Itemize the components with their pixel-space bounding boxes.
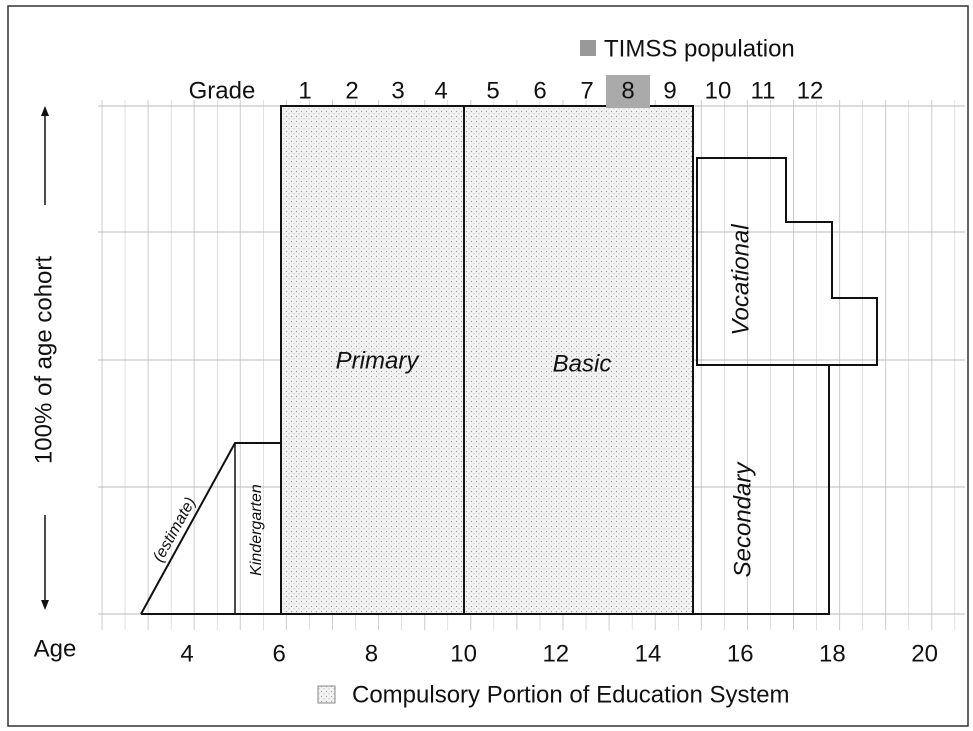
y-axis-label: 100% of age cohort — [30, 256, 57, 464]
age-tick-label: 16 — [727, 640, 754, 667]
grade-tick-label: 6 — [533, 77, 546, 104]
grade-tick-label: 10 — [705, 77, 732, 104]
age-label: Age — [34, 635, 77, 662]
grade-tick-label: 1 — [298, 77, 311, 104]
legend-label: TIMSS population — [604, 35, 795, 62]
compulsory-region — [280, 105, 694, 615]
legend-swatch — [317, 685, 336, 704]
region-label: Kindergarten — [248, 484, 265, 576]
age-tick-label: 14 — [635, 640, 662, 667]
frame — [7, 5, 969, 727]
age-tick-label: 12 — [542, 640, 569, 667]
age-tick-label: 18 — [819, 640, 846, 667]
age-tick-label: 20 — [911, 640, 938, 667]
arrow-head — [41, 600, 49, 610]
upper-secondary-shape — [693, 157, 878, 615]
legend-label: Compulsory Portion of Education System — [352, 681, 790, 708]
timss-highlight — [606, 75, 650, 108]
region-label: Vocational — [727, 224, 754, 336]
age-tick-label: 8 — [365, 640, 378, 667]
grade-tick-label: 8 — [621, 77, 634, 104]
grade-tick-label: 3 — [391, 77, 404, 104]
grade-tick-label: 11 — [751, 77, 776, 104]
grade-tick-label: 2 — [345, 77, 358, 104]
grade-tick-label: 7 — [580, 77, 593, 104]
grade-tick-label: 4 — [434, 77, 447, 104]
grade-label: Grade — [189, 77, 256, 104]
region-label: Secondary — [729, 461, 756, 578]
grade-tick-label: 12 — [797, 77, 824, 104]
age-tick-label: 10 — [450, 640, 477, 667]
region-label: Basic — [553, 350, 612, 377]
grade-tick-label: 5 — [486, 77, 499, 104]
grade-tick-label: 9 — [663, 77, 676, 104]
legend-swatch — [580, 40, 596, 56]
age-tick-label: 6 — [273, 640, 286, 667]
arrow-head — [41, 106, 49, 116]
labels: 4 6 8 10 12 14 16 18 201 2 3 4 5 6 7 8 9 10 11 12 — [180, 77, 938, 667]
region-label: Primary — [336, 347, 421, 374]
age-tick-label: 4 — [180, 640, 193, 667]
